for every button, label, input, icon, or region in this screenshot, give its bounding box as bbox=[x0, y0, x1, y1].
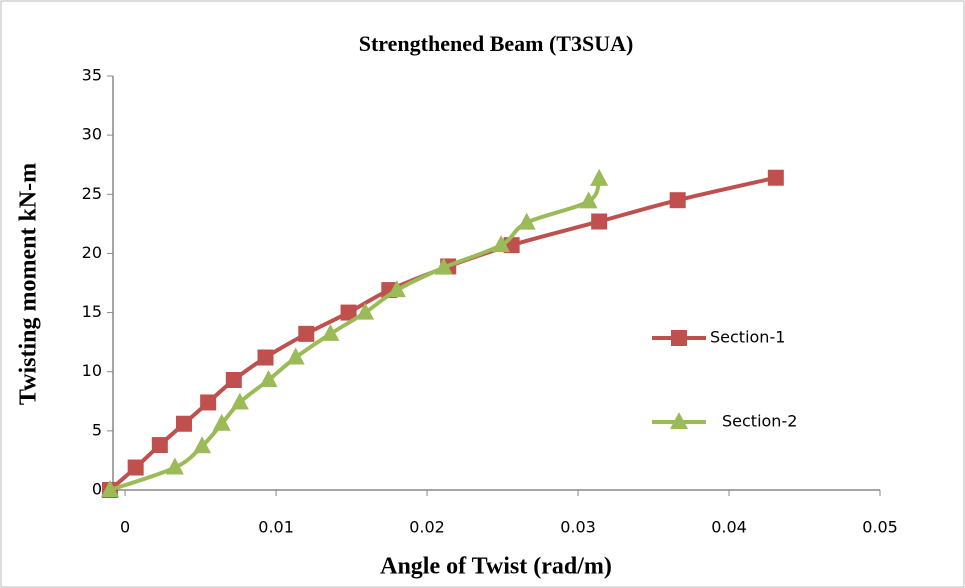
data-point bbox=[127, 459, 144, 476]
x-tick-label: 0.04 bbox=[711, 518, 747, 537]
legend-marker bbox=[670, 412, 688, 429]
chart-title: Strengthened Beam (T3SUA) bbox=[359, 31, 634, 56]
data-point bbox=[669, 192, 686, 209]
legend-label: Section-1 bbox=[710, 328, 785, 347]
y-tick-label: 20 bbox=[82, 243, 102, 262]
data-point bbox=[579, 191, 598, 209]
data-point bbox=[590, 168, 609, 186]
y-tick-label: 0 bbox=[92, 480, 102, 499]
data-point bbox=[165, 457, 184, 475]
y-tick-label: 10 bbox=[82, 361, 102, 380]
y-axis-label: Twisting moment kN-m bbox=[16, 163, 42, 405]
data-point bbox=[175, 415, 192, 432]
data-point bbox=[101, 480, 119, 497]
data-point bbox=[517, 212, 536, 230]
y-tick-label: 35 bbox=[82, 66, 102, 85]
data-point bbox=[321, 323, 340, 341]
data-point bbox=[193, 436, 212, 454]
data-point bbox=[434, 257, 453, 275]
data-point bbox=[200, 394, 217, 411]
y-tick-label: 15 bbox=[82, 302, 102, 321]
x-tick-label: 0.03 bbox=[560, 518, 596, 537]
x-tick-label: 0.05 bbox=[862, 518, 898, 537]
data-point bbox=[767, 169, 784, 186]
data-point bbox=[387, 280, 406, 298]
data-point bbox=[340, 304, 357, 321]
x-tick-label: 0.01 bbox=[258, 518, 294, 537]
data-point bbox=[286, 347, 305, 365]
data-point bbox=[151, 437, 168, 454]
data-point bbox=[225, 371, 242, 388]
data-point bbox=[492, 235, 511, 253]
legend-label: Section-2 bbox=[722, 412, 797, 431]
data-point bbox=[259, 369, 278, 387]
x-axis-label: Angle of Twist (rad/m) bbox=[380, 554, 612, 580]
data-point bbox=[356, 302, 375, 320]
legend-marker bbox=[671, 330, 687, 346]
x-tick-label: 0.02 bbox=[409, 518, 445, 537]
y-tick-label: 25 bbox=[82, 184, 102, 203]
data-point bbox=[257, 349, 274, 366]
y-tick-label: 5 bbox=[92, 420, 102, 439]
data-point bbox=[212, 413, 231, 431]
x-tick-label: 0 bbox=[120, 518, 130, 537]
data-point bbox=[591, 213, 608, 230]
y-tick-label: 30 bbox=[82, 125, 102, 144]
data-point bbox=[298, 325, 315, 342]
data-point bbox=[230, 392, 249, 410]
